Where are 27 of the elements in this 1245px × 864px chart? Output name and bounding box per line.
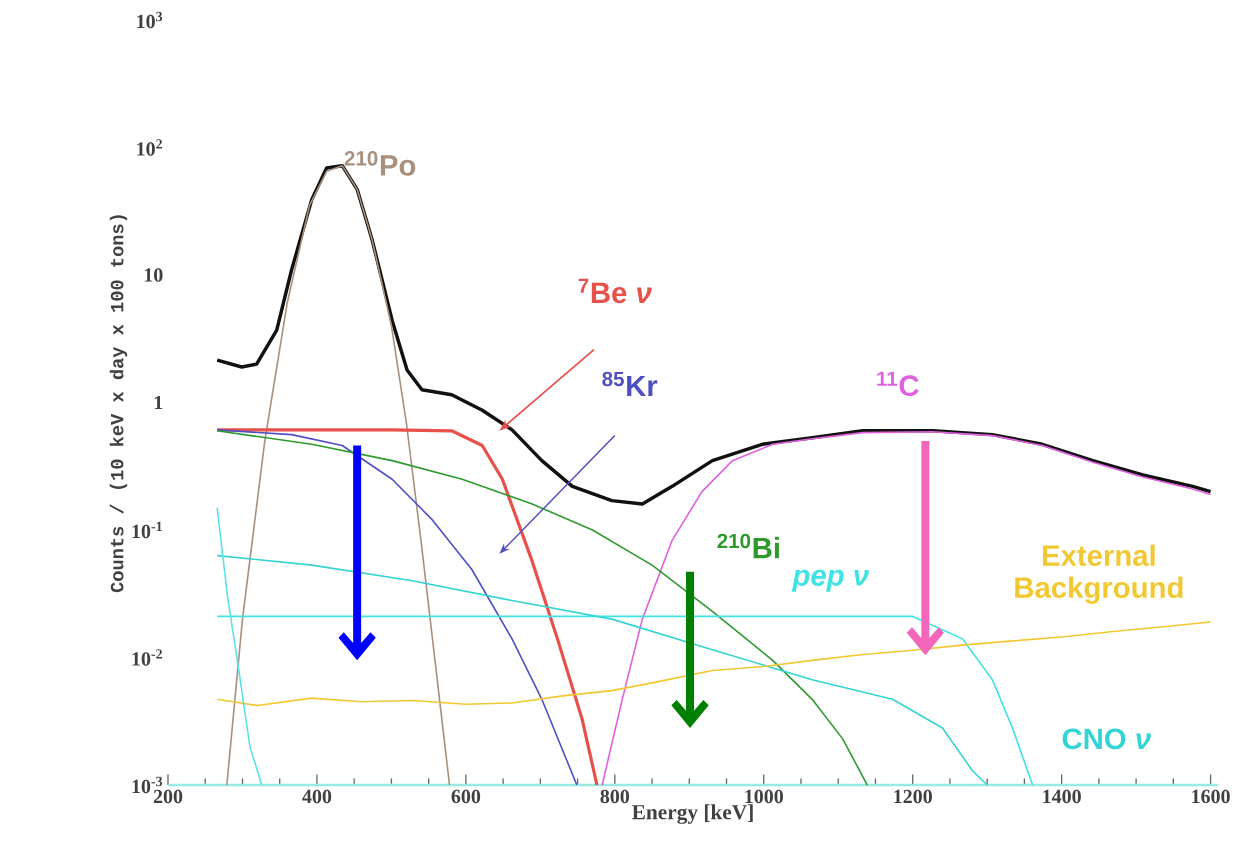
y-tick-label: 10$^{-2}$ xyxy=(132,649,163,666)
series-label: $^{210}$Bi xyxy=(717,533,779,559)
y-tick-label: 10 xyxy=(144,268,163,282)
x-tick-label: 600 xyxy=(451,789,481,804)
line-series xyxy=(216,506,263,786)
series-label: $^{11}$C xyxy=(877,371,919,397)
line-series xyxy=(216,429,869,786)
y-axis-title: Counts / (10 keV x day x 100 tons) xyxy=(109,215,128,593)
y-tick-label: 10$^{3}$ xyxy=(137,11,163,29)
text: $^{85}$Kr xyxy=(602,371,658,397)
line-series xyxy=(216,621,1212,707)
x-tick-label: 1400 xyxy=(1043,789,1081,804)
text: CNO ν xyxy=(1062,728,1151,750)
line-series xyxy=(601,430,1212,786)
x-axis-title: Energy [keV] xyxy=(632,804,753,824)
y-tick-label: 1 xyxy=(154,395,163,410)
series-label: External Background xyxy=(1015,544,1183,604)
x-tick-label: 400 xyxy=(302,789,332,804)
x-tick-label: 1000 xyxy=(745,789,783,804)
series-label: pep ν xyxy=(791,569,869,592)
x-tick-label: 1200 xyxy=(894,789,932,804)
x-tick-label: 800 xyxy=(600,789,630,804)
y-tick-label: 10$^{-1}$ xyxy=(132,521,162,539)
text: $^{7}$Be ν xyxy=(578,278,652,304)
series-label: $^{210}$Po xyxy=(344,151,416,176)
x-tick-label: 1600 xyxy=(1192,789,1230,804)
y-tick-label: 10$^{2}$ xyxy=(137,139,163,156)
